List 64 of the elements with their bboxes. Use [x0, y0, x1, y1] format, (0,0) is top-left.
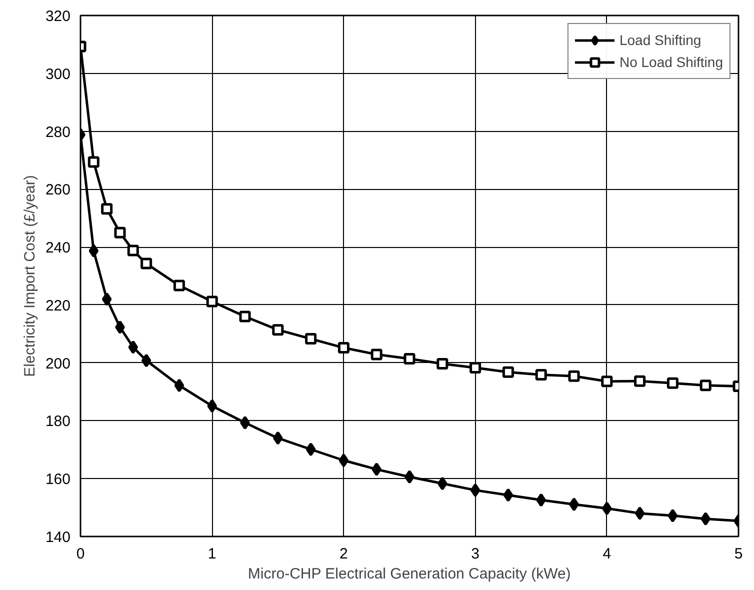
- y-tick-label: 200: [45, 355, 71, 372]
- point: [206, 296, 218, 308]
- point: [634, 506, 645, 520]
- point: [173, 280, 185, 292]
- point: [240, 416, 250, 430]
- point: [306, 442, 316, 456]
- point: [437, 476, 448, 490]
- point: [601, 376, 613, 388]
- point: [127, 244, 139, 256]
- point: [700, 380, 712, 392]
- y-tick-label: 280: [45, 124, 71, 141]
- y-tick-label: 140: [45, 529, 71, 546]
- point: [141, 354, 152, 368]
- x-tick-label: 0: [76, 546, 85, 562]
- point: [372, 462, 382, 476]
- point: [114, 226, 126, 238]
- point: [666, 377, 678, 389]
- x-tick-label: 1: [208, 546, 216, 562]
- y-tick-label: 220: [45, 297, 71, 314]
- legend-label: No Load Shifting: [619, 54, 723, 70]
- y-tick-label: 180: [45, 413, 71, 430]
- y-tick-label: 160: [45, 471, 71, 488]
- point: [502, 366, 514, 378]
- point: [470, 483, 480, 497]
- legend-label: Load Shifting: [619, 32, 702, 48]
- point: [140, 258, 152, 270]
- point: [536, 493, 546, 507]
- point: [568, 370, 580, 382]
- point: [128, 340, 138, 354]
- x-tick-label: 4: [602, 546, 612, 562]
- point: [88, 156, 100, 168]
- point: [239, 310, 251, 322]
- point: [101, 203, 113, 215]
- point: [436, 358, 448, 370]
- x-tick-label: 2: [340, 546, 348, 562]
- y-tick-label: 320: [45, 8, 71, 25]
- point: [700, 512, 711, 526]
- x-axis-title: Micro-CHP Electrical Generation Capacity (kWe): [248, 566, 571, 582]
- point: [404, 353, 416, 365]
- point: [272, 431, 283, 445]
- point: [634, 375, 646, 387]
- y-tick-label: 300: [45, 66, 71, 83]
- point: [115, 320, 125, 334]
- point: [207, 399, 218, 413]
- point: [404, 470, 414, 484]
- point: [88, 244, 99, 258]
- x-tick-label: 5: [734, 546, 743, 562]
- point: [602, 502, 612, 516]
- x-tick-label: 3: [471, 546, 480, 562]
- point: [174, 378, 184, 392]
- point: [338, 454, 349, 468]
- point: [305, 333, 317, 345]
- point: [102, 292, 112, 306]
- point: [470, 362, 482, 374]
- point: [569, 498, 579, 512]
- point: [503, 488, 514, 502]
- point: [370, 348, 382, 360]
- point: [272, 324, 284, 336]
- y-axis-title: Electricity Import Cost (£/year): [21, 175, 38, 377]
- y-tick-label: 260: [45, 182, 71, 199]
- point: [535, 368, 547, 380]
- y-tick-label: 240: [45, 240, 71, 257]
- point: [668, 508, 678, 522]
- point: [338, 342, 350, 354]
